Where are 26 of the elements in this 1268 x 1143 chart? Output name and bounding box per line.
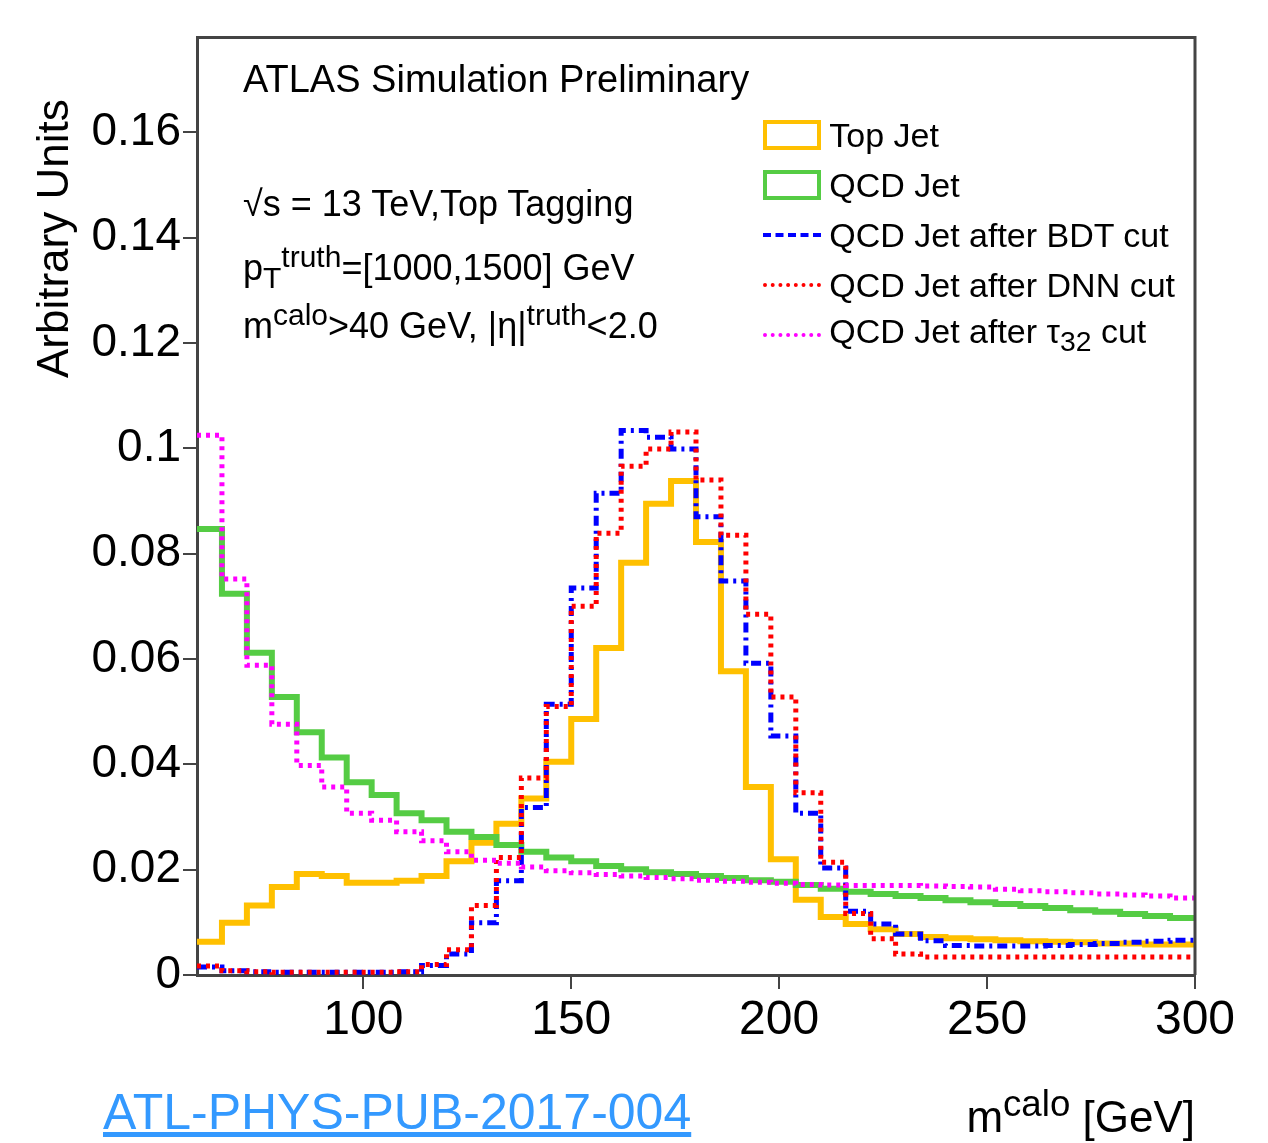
y-axis-title: Arbitrary Units — [28, 99, 78, 378]
y-tick-label: 0.16 — [91, 103, 181, 156]
annotation: √s = 13 TeV,Top Tagging — [243, 183, 634, 225]
legend-label: QCD Jet after BDT cut — [829, 215, 1169, 255]
x-tick-label: 150 — [531, 991, 612, 1045]
y-tick-label: 0.12 — [91, 313, 181, 366]
x-tick-label: 250 — [947, 991, 1028, 1045]
legend-label: QCD Jet — [829, 165, 960, 205]
y-tick-label: 0.14 — [91, 208, 181, 261]
legend-label: QCD Jet after DNN cut — [829, 265, 1175, 305]
y-tick-label: 0.1 — [117, 419, 181, 472]
legend-label: Top Jet — [829, 115, 939, 155]
annotation: ATLAS Simulation Preliminary — [243, 58, 750, 101]
legend-label: QCD Jet after τ$_{32}$ cut — [829, 312, 1147, 358]
y-tick-label: 0.06 — [91, 629, 181, 682]
x-tick-label: 100 — [323, 991, 404, 1045]
y-tick-label: 0.04 — [91, 735, 181, 788]
annotation: p$_{T}$$^{truth}$=[1000,1500] GeV — [243, 240, 635, 296]
x-tick-label: 200 — [739, 991, 820, 1045]
annotation: m$^{calo}$>40 GeV, |η|$^{truth}$<2.0 — [243, 298, 658, 347]
x-tick-label: 300 — [1154, 991, 1236, 1045]
y-tick-label: 0.08 — [91, 524, 181, 577]
y-tick-label: 0 — [155, 945, 181, 998]
x-axis-title: m$^{calo}$ [GeV] — [966, 1083, 1195, 1142]
y-tick-label: 0.02 — [91, 840, 181, 893]
text: ATL-PHYS-PUB-2017-004 — [103, 1083, 692, 1141]
